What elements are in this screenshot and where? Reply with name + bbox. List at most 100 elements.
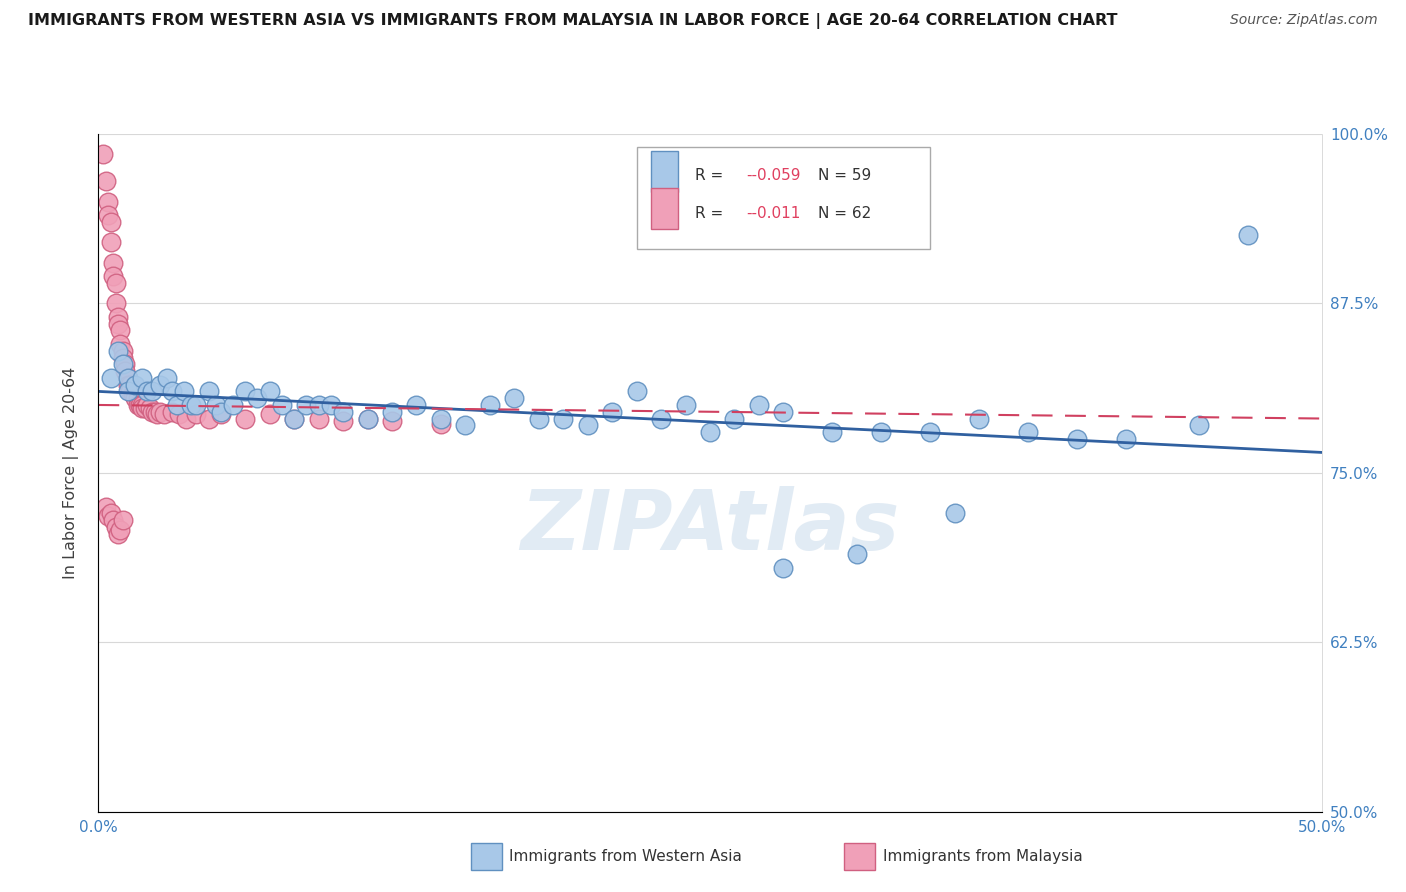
Point	[141, 405, 163, 419]
Text: R =: R =	[696, 206, 728, 221]
Point	[332, 405, 354, 419]
Point	[97, 194, 120, 209]
Point	[920, 425, 942, 439]
Point	[166, 398, 188, 412]
Point	[283, 411, 305, 425]
Text: --0.059: --0.059	[747, 169, 801, 184]
Point	[160, 384, 183, 399]
Text: --0.011: --0.011	[747, 206, 801, 221]
Point	[943, 507, 966, 521]
Point	[160, 405, 183, 419]
Point	[454, 418, 477, 433]
Point	[101, 269, 124, 284]
Point	[176, 411, 198, 425]
Point	[259, 408, 281, 422]
Point	[319, 398, 342, 412]
Point	[405, 398, 427, 412]
Point	[110, 323, 132, 337]
Point	[845, 547, 868, 561]
Text: IMMIGRANTS FROM WESTERN ASIA VS IMMIGRANTS FROM MALAYSIA IN LABOR FORCE | AGE 20: IMMIGRANTS FROM WESTERN ASIA VS IMMIGRAN…	[28, 13, 1118, 29]
Text: R =: R =	[696, 169, 728, 184]
Point	[675, 398, 697, 412]
Point	[246, 391, 269, 405]
Point	[117, 377, 139, 392]
Point	[110, 523, 132, 537]
Point	[104, 296, 127, 310]
Point	[143, 405, 166, 419]
Point	[186, 408, 208, 422]
Point	[146, 408, 169, 422]
Point	[295, 398, 318, 412]
Point	[222, 398, 245, 412]
Point	[650, 411, 672, 425]
Point	[107, 317, 129, 331]
Point	[114, 357, 136, 371]
Point	[153, 408, 176, 422]
Point	[478, 398, 501, 412]
Point	[381, 414, 404, 428]
Point	[107, 526, 129, 541]
Point	[120, 384, 142, 399]
Point	[129, 398, 152, 412]
Point	[129, 398, 152, 412]
Point	[111, 513, 134, 527]
Point	[117, 384, 139, 399]
Point	[149, 405, 172, 419]
Point	[180, 398, 202, 412]
Text: Immigrants from Western Asia: Immigrants from Western Asia	[509, 849, 742, 863]
Point	[136, 384, 159, 399]
Y-axis label: In Labor Force | Age 20-64: In Labor Force | Age 20-64	[63, 367, 79, 579]
Point	[699, 425, 721, 439]
Point	[111, 351, 134, 365]
Point	[772, 560, 794, 574]
Point	[136, 398, 159, 412]
Point	[197, 411, 219, 425]
Point	[101, 513, 124, 527]
Point	[97, 208, 120, 222]
Point	[772, 405, 794, 419]
Point	[233, 384, 256, 399]
Point	[527, 411, 550, 425]
Point	[1115, 432, 1137, 446]
Point	[91, 147, 114, 161]
Point	[233, 411, 256, 425]
Point	[626, 384, 648, 399]
Point	[332, 414, 354, 428]
Point	[576, 418, 599, 433]
Point	[173, 384, 195, 399]
Point	[1188, 418, 1211, 433]
Point	[107, 343, 129, 358]
Point	[127, 398, 149, 412]
Point	[131, 398, 153, 412]
FancyBboxPatch shape	[637, 147, 931, 249]
Point	[381, 405, 404, 419]
Point	[270, 398, 294, 412]
Text: ZIPAtlas: ZIPAtlas	[520, 486, 900, 567]
Point	[120, 377, 142, 392]
Point	[134, 401, 156, 415]
Point	[308, 398, 330, 412]
Point	[127, 391, 149, 405]
Point	[167, 408, 190, 422]
Point	[870, 425, 893, 439]
Point	[111, 357, 134, 371]
Text: N = 59: N = 59	[818, 169, 870, 184]
Point	[121, 387, 143, 401]
Point	[283, 411, 305, 425]
Point	[205, 398, 228, 412]
Point	[356, 411, 378, 425]
Point	[553, 411, 575, 425]
Point	[107, 310, 129, 324]
Point	[430, 411, 453, 425]
Point	[821, 425, 844, 439]
Point	[114, 364, 136, 378]
Text: Immigrants from Malaysia: Immigrants from Malaysia	[883, 849, 1083, 863]
Point	[110, 337, 132, 351]
Point	[117, 371, 139, 385]
Point	[186, 398, 208, 412]
Point	[124, 377, 146, 392]
Point	[356, 411, 378, 425]
Point	[430, 417, 453, 431]
Point	[117, 371, 139, 385]
Point	[131, 371, 153, 385]
